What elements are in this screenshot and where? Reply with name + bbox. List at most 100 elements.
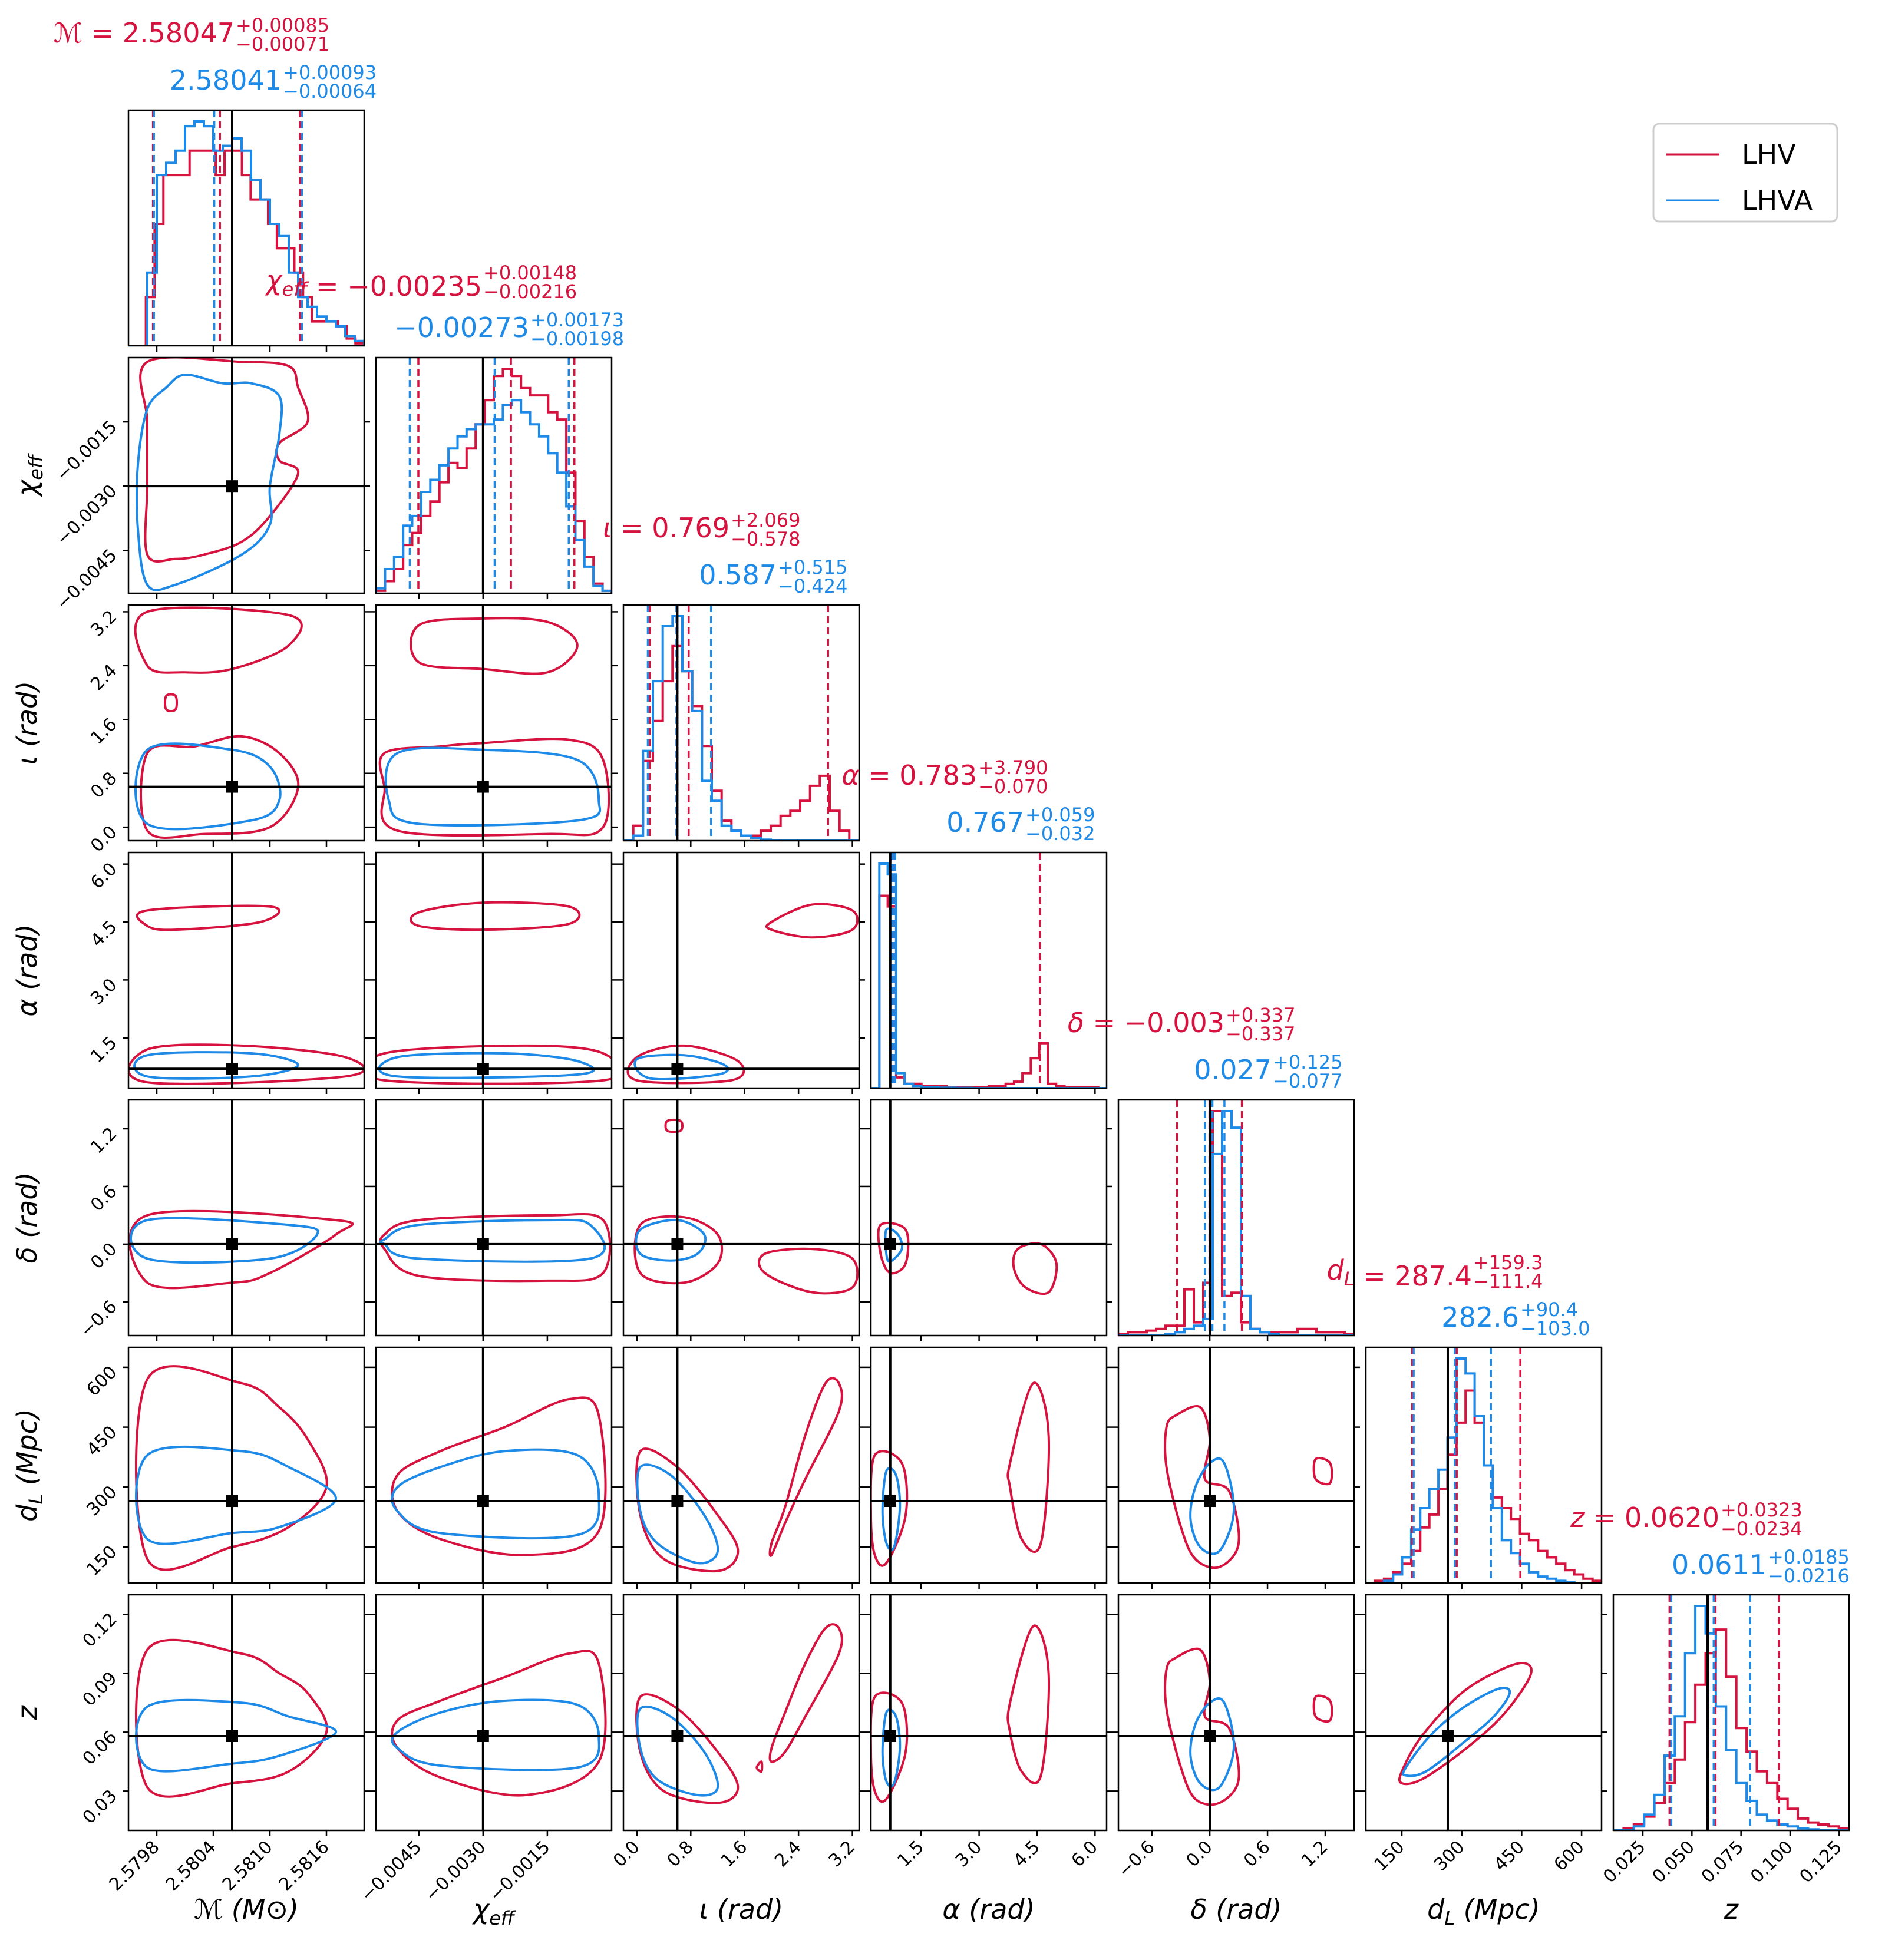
ytick-label-z-1: 0.06 [79,1727,121,1769]
title-alpha: α = 0.783 +3.790−0.070 0.767 +0.059−0.032 [841,756,1095,845]
hist-Mc-LHVA [128,120,364,346]
panel-frame [1117,1346,1355,1584]
truth-marker [226,1730,238,1742]
panel-dL-dL [1365,1346,1603,1589]
xtick-label-iota-4: 3.2 [825,1837,859,1871]
ylabel-chi: χeff [11,452,47,498]
panel-delta-z: −0.6 0.0 0.6 1.2 [1112,1594,1360,1882]
contour-Mc-alpha-LHV-0 [136,904,280,931]
title-z-LHVA-minus: −0.0216 [1768,1565,1850,1587]
contour-chi-z-LHVA-0 [391,1698,600,1771]
hist-delta-LHV [1118,1110,1354,1336]
ytick-label-chi-1: −0.0030 [52,481,121,550]
contour-iota-alpha-LHVA-0 [633,1053,729,1080]
title-z-LHV-plus: +0.0323 [1721,1499,1803,1521]
xlabel-alpha: α (rad) [942,1893,1035,1925]
hist-z-LHV [1613,1628,1849,1830]
xlabel-delta: δ (rad) [1191,1893,1282,1925]
ytick-label-delta-1: 0.0 [87,1239,121,1273]
legend-label-LHV: LHV [1742,138,1796,170]
title-chi: χeff = −0.00235 +0.00148−0.00216 −0.00273 +… [264,262,624,350]
hist-iota-LHV [623,644,859,841]
contour-chi-delta-LHVA-0 [379,1218,606,1263]
truth-marker [226,480,238,493]
panel-frame [127,1594,365,1832]
hist-alpha-LHV [871,894,1107,1088]
contour-alpha-dL-LHV-0 [871,1450,909,1567]
title-iota-LHV-plus: +2.069 [731,509,800,531]
xtick-label-alpha-1: 3.0 [952,1837,986,1871]
panel-frame [622,851,860,1089]
contour-alpha-z-LHVA-0 [881,1708,902,1788]
xlabel-Mc: ℳ (M⊙) [194,1893,299,1925]
panel-iota-z: 0.0 0.8 1.6 2.4 3.2 [609,1594,865,1871]
panel-chi-dL [370,1346,618,1589]
title-z-LHV-minus: −0.0234 [1721,1518,1803,1540]
panel-Mc-dL: 150 300 450 600 [82,1346,370,1589]
contour-chi-dL-LHVA-0 [391,1448,600,1540]
contour-Mc-dL-LHV-0 [134,1365,328,1571]
ytick-label-iota-4: 3.2 [87,606,121,640]
contour-alpha-delta-LHV-1 [1012,1242,1058,1295]
panel-frame [375,1594,613,1832]
title-iota: ι = 0.769 +2.069−0.578 0.587 +0.515−0.424 [603,509,847,597]
truth-marker [226,1495,238,1508]
title-dL-LHV-minus: −111.4 [1473,1270,1543,1293]
title-iota-LHV-minus: −0.578 [731,528,800,550]
contour-Mc-dL-LHVA-0 [135,1445,337,1545]
title-iota-LHVA-minus: −0.424 [778,575,847,597]
panel-chi-z: −0.0045−0.0030−0.0015 [357,1594,618,1906]
xtick-label-z-1: 0.050 [1649,1837,1699,1887]
truth-marker [477,1238,489,1250]
title-Mc: ℳ = 2.58047 +0.00085−0.00071 2.58041 +0.000… [54,14,377,103]
panel-iota-iota [622,604,860,847]
contour-iota-alpha-LHV-1 [626,1044,745,1085]
panel-alpha-z: 1.5 3.0 4.5 6.0 [865,1594,1112,1871]
contour-Mc-delta-LHVA-0 [129,1217,319,1264]
panel-frame [127,1346,365,1584]
ytick-label-chi-0: −0.0045 [52,545,121,614]
ytick-label-iota-1: 0.8 [87,768,121,802]
panel-chi-alpha [370,851,618,1094]
panel-iota-delta [618,1099,865,1341]
contour-alpha-z-LHV-0 [871,1691,909,1803]
contour-chi-iota-LHV-0 [410,617,579,675]
panels-layer: −0.0045−0.0030−0.00150.00.81.62.43.21.53… [52,109,1850,1906]
xtick-label-alpha-3: 6.0 [1067,1837,1101,1871]
truth-marker [226,1238,238,1250]
panel-delta-dL [1112,1346,1360,1589]
truth-marker [1204,1495,1216,1508]
contour-dL-z-LHV-0 [1398,1662,1533,1786]
contour-alpha-dL-LHV-1 [1006,1381,1050,1554]
truth-marker [671,1730,684,1742]
ylabel-dL: dL (Mpc) [11,1409,47,1522]
title-Mc-LHV: ℳ = 2.58047 [54,17,235,49]
contour-delta-dL-LHV-0 [1164,1405,1240,1569]
hist-delta-LHVA [1118,1110,1354,1336]
panel-frame [870,1346,1108,1584]
panel-frame [375,851,613,1089]
panel-frame [870,1594,1108,1832]
contour-Mc-iota-LHV-2 [163,693,179,713]
hist-alpha-LHVA [871,862,1107,1088]
title-iota-LHVA-plus: +0.515 [778,556,847,579]
title-dL-LHV-plus: +159.3 [1473,1251,1543,1274]
ytick-label-chi-2: −0.0015 [52,417,121,485]
title-z-LHVA-plus: +0.0185 [1768,1546,1850,1568]
contour-iota-z-LHVA-0 [636,1705,719,1797]
contour-alpha-dL-LHVA-0 [881,1467,902,1551]
truth-marker [671,1238,684,1250]
truth-marker [477,1730,489,1742]
panel-alpha-dL [865,1346,1112,1589]
panel-iota-dL [618,1346,865,1589]
ytick-label-iota-2: 1.6 [87,714,121,748]
axis-labels-layer: ℳ (M⊙) χeff ι (rad) α (rad) δ (rad) dL (Mpc) z… [11,452,1739,1929]
panel-alpha-alpha [870,851,1108,1094]
xtick-label-dL-0: 150 [1370,1837,1408,1875]
panel-dL-z: 150 300 450 600 [1360,1594,1607,1875]
title-chi-LHVA-minus: −0.00198 [530,328,624,350]
title-delta-LHVA-minus: −0.077 [1273,1070,1342,1092]
